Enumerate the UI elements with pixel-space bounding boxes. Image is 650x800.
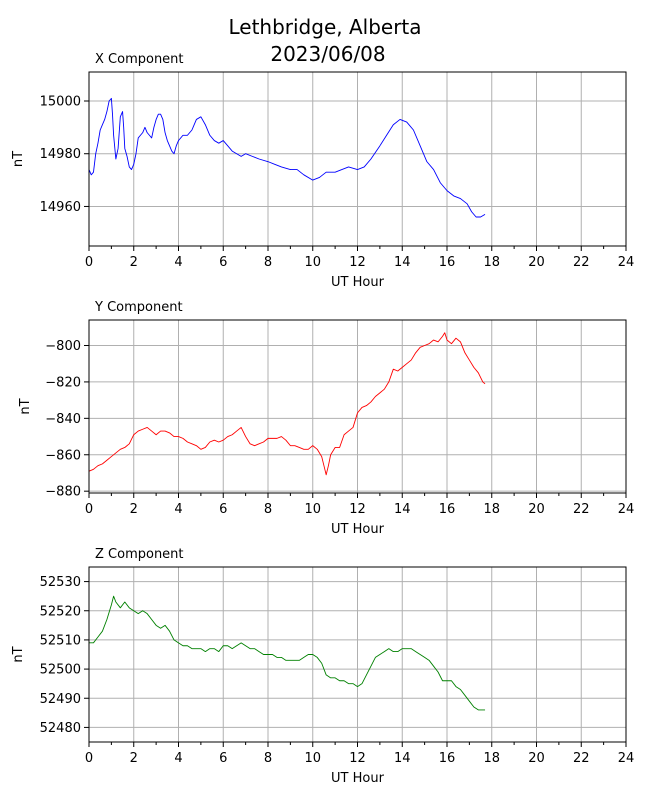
x-tick-label: 14 (394, 255, 411, 270)
x-axis-label: UT Hour (331, 275, 385, 290)
x-tick-label: 0 (85, 502, 93, 517)
figure-title-line1: Lethbridge, Alberta (228, 15, 421, 39)
x-tick-label: 24 (618, 255, 635, 270)
x-tick-label: 14 (394, 751, 411, 766)
x-tick-label: 24 (618, 502, 635, 517)
x-axis-label: UT Hour (331, 522, 385, 537)
x-tick-label: 20 (528, 751, 545, 766)
y-axis-label: nT (11, 646, 26, 662)
x-axis-label: UT Hour (331, 771, 385, 786)
series-line (88, 332, 486, 476)
x-tick-label: 2 (130, 502, 138, 517)
x-tick-label: 10 (304, 255, 321, 270)
y-tick-label: 14980 (40, 147, 81, 162)
x-tick-label: 4 (174, 255, 182, 270)
x-tick-label: 8 (264, 502, 272, 517)
x-tick-label: 12 (349, 255, 366, 270)
x-tick-label: 6 (219, 255, 227, 270)
panel-title: Z Component (95, 547, 184, 562)
y-tick-label: 52500 (40, 663, 81, 678)
x-tick-label: 22 (573, 255, 590, 270)
y-tick-label: −840 (45, 412, 81, 427)
x-tick-label: 4 (174, 751, 182, 766)
figure-title-line2: 2023/06/08 (270, 42, 385, 66)
x-tick-label: 20 (528, 502, 545, 517)
y-tick-label: 14960 (40, 200, 81, 215)
x-tick-label: 10 (304, 502, 321, 517)
x-tick-label: 14 (394, 502, 411, 517)
y-tick-label: 52490 (40, 692, 81, 707)
x-tick-label: 16 (439, 502, 456, 517)
panel-title: X Component (95, 52, 184, 67)
y-tick-label: −880 (45, 485, 81, 500)
x-tick-label: 2 (130, 751, 138, 766)
x-tick-label: 22 (573, 502, 590, 517)
panel-title: Y Component (94, 300, 183, 315)
y-tick-label: −860 (45, 448, 81, 463)
x-tick-label: 20 (528, 255, 545, 270)
x-tick-label: 0 (85, 255, 93, 270)
x-tick-label: 16 (439, 751, 456, 766)
y-tick-label: 52530 (40, 575, 81, 590)
x-tick-label: 22 (573, 751, 590, 766)
y-tick-label: 52480 (40, 721, 81, 736)
y-tick-label: 52510 (40, 633, 81, 648)
series-line (89, 595, 486, 711)
x-tick-label: 16 (439, 255, 456, 270)
y-tick-label: −800 (45, 339, 81, 354)
x-tick-label: 12 (349, 751, 366, 766)
y-tick-label: −820 (45, 375, 81, 390)
x-tick-label: 8 (264, 255, 272, 270)
x-tick-label: 18 (483, 502, 500, 517)
y-tick-label: 15000 (40, 95, 81, 110)
y-axis-label: nT (11, 151, 26, 167)
x-tick-label: 6 (219, 502, 227, 517)
x-tick-label: 8 (264, 751, 272, 766)
series-line (88, 97, 486, 218)
x-tick-label: 0 (85, 751, 93, 766)
x-tick-label: 18 (483, 255, 500, 270)
x-tick-label: 6 (219, 751, 227, 766)
y-tick-label: 52520 (40, 604, 81, 619)
x-tick-label: 4 (174, 502, 182, 517)
x-tick-label: 10 (304, 751, 321, 766)
y-axis-label: nT (18, 398, 33, 414)
x-tick-label: 18 (483, 751, 500, 766)
x-tick-label: 24 (618, 751, 635, 766)
x-tick-label: 12 (349, 502, 366, 517)
x-tick-label: 2 (130, 255, 138, 270)
